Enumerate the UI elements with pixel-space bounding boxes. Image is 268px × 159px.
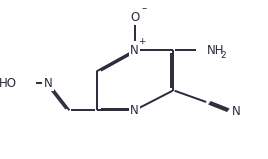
Text: NH: NH — [207, 44, 225, 57]
Text: O: O — [130, 11, 139, 24]
Text: N: N — [232, 105, 241, 118]
Text: N: N — [44, 77, 53, 90]
Text: N: N — [130, 44, 139, 57]
Text: +: + — [138, 38, 146, 46]
Text: N: N — [130, 104, 139, 117]
Text: 2: 2 — [220, 51, 226, 60]
Text: HO: HO — [0, 77, 17, 90]
Text: –: – — [142, 3, 147, 13]
